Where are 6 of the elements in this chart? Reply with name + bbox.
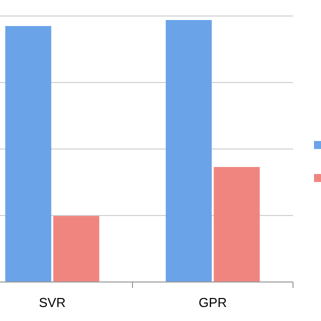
bar — [214, 166, 260, 282]
bar — [166, 20, 212, 282]
bar — [53, 216, 100, 282]
x-tick-label: SVR — [38, 295, 66, 310]
bar — [5, 26, 52, 282]
x-tick-label: GPR — [198, 295, 227, 310]
